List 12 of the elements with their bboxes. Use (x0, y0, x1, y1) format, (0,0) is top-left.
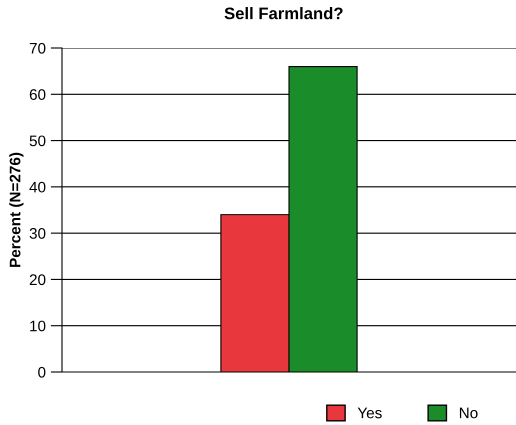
y-tick-label: 50 (30, 135, 46, 146)
y-tick-label: 70 (30, 42, 46, 54)
y-tick-label: 20 (30, 274, 46, 286)
chart-title: Sell Farmland? (224, 7, 343, 20)
y-tick-label: 0 (38, 366, 46, 378)
legend-label: Yes (358, 408, 382, 418)
y-tick-label: 40 (29, 182, 46, 193)
legend-label: No (460, 408, 478, 418)
y-tick-label: 30 (30, 228, 46, 239)
y-tick-label: 10 (30, 320, 46, 332)
y-tick-label: 60 (30, 89, 46, 100)
y-axis-title: Percent (N=276) (9, 152, 24, 267)
